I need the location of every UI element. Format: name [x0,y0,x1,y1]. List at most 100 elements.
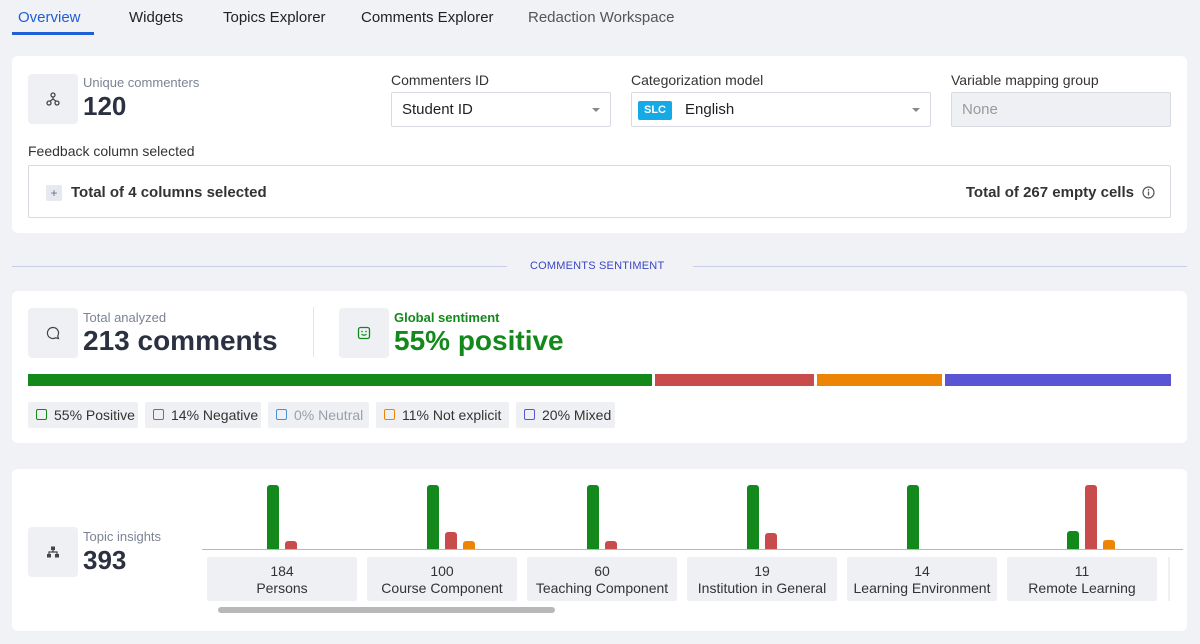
stat-separator [313,307,314,357]
topic-bar-green[interactable] [907,485,919,549]
sentiment-face-icon [524,409,535,420]
expand-plus-icon[interactable]: + [46,185,62,201]
topic-count: 19 [754,563,770,579]
topic-bar-green[interactable] [427,485,439,549]
chevron-down-icon [592,108,600,112]
info-icon[interactable] [1142,186,1155,199]
sentiment-chip[interactable]: 11% Not explicit [376,402,509,428]
topic-chart-baseline [202,549,1183,550]
sentiment-bar-segment[interactable] [655,374,814,386]
topic-bar-red[interactable] [605,541,617,549]
tab-bar: Overview Widgets Topics Explorer Comment… [0,0,1200,38]
tab-comments-explorer[interactable]: Comments Explorer [361,9,494,26]
total-analyzed-value: 213 comments [83,325,278,356]
topic-count: 184 [270,563,294,579]
tab-overview[interactable]: Overview [18,9,81,26]
commenters-id-label: Commenters ID [391,72,490,88]
slc-badge: SLC [638,101,672,120]
topic-label-card[interactable]: 100 Course Component [367,557,517,601]
hierarchy-icon [47,546,59,558]
divider-line-left [12,266,507,267]
sentiment-card: Total analyzed 213 comments Global senti… [12,291,1187,443]
divider-line-right [693,266,1187,267]
columns-selected-text: Total of 4 columns selected [71,184,267,201]
sentiment-face-icon [276,409,287,420]
topic-insights-card: Topic insights 393 184 Persons 100 Course C… [12,469,1187,631]
total-analyzed-label: Total analyzed [83,310,167,325]
topic-label-card[interactable]: 184 Persons [207,557,357,601]
next-topic-peek [1168,557,1170,601]
categorization-model-label: Categorization model [631,72,764,88]
topic-bar-red[interactable] [1085,485,1097,549]
speech-bubble-icon [46,326,60,340]
sentiment-face-icon [384,409,395,420]
topic-bar-red[interactable] [765,533,777,549]
topic-count: 14 [914,563,930,579]
topic-bar-green[interactable] [747,485,759,549]
topic-name: Institution in General [697,580,827,596]
commenters-icon-box [28,74,78,124]
sentiment-chip-label: 20% Mixed [542,407,612,423]
global-sentiment-icon-box [339,308,389,358]
sentiment-chip-label: 11% Not explicit [402,407,502,423]
comments-icon-box [28,308,78,358]
categorization-model-value: English [685,101,735,118]
variable-mapping-select[interactable]: None [951,92,1171,127]
config-card: Unique commenters 120 Commenters ID Stud… [12,56,1187,233]
comments-sentiment-heading: COMMENTS SENTIMENT [530,260,665,272]
unique-commenters-label: Unique commenters [83,75,200,90]
variable-mapping-label: Variable mapping group [951,72,1099,88]
feedback-columns-box[interactable]: + Total of 4 columns selected Total of 2… [28,165,1171,218]
topic-bar-orange[interactable] [1103,540,1115,549]
sentiment-chip-label: 0% Neutral [294,407,364,423]
sentiment-chip[interactable]: 14% Negative [145,402,261,428]
sentiment-chip-label: 14% Negative [171,407,259,423]
global-sentiment-value: 55% positive [394,325,564,356]
sentiment-chip[interactable]: 0% Neutral [268,402,369,428]
topic-name: Teaching Component [535,580,669,596]
topic-bar-red[interactable] [285,541,297,549]
global-sentiment-label: Global sentiment [394,310,500,325]
topic-bar-green[interactable] [587,485,599,549]
topic-label-card[interactable]: 19 Institution in General [687,557,837,601]
topic-bar-red[interactable] [445,532,457,549]
empty-cells-text: Total of 267 empty cells [965,184,1134,201]
topic-name: Remote Learning [1028,580,1136,596]
chevron-down-icon [912,108,920,112]
smiley-icon [357,326,371,340]
commenters-id-value: Student ID [402,101,473,118]
topic-label-card[interactable]: 14 Learning Environment [847,557,997,601]
topic-count: 60 [594,563,610,579]
topic-insights-value: 393 [83,545,127,575]
commenters-id-select[interactable]: Student ID [391,92,611,127]
topic-label-card[interactable]: 11 Remote Learning [1007,557,1157,601]
horizontal-scrollbar[interactable] [218,607,555,613]
topic-bar-green[interactable] [267,485,279,549]
tab-widgets[interactable]: Widgets [129,9,184,26]
topic-label-card[interactable]: 60 Teaching Component [527,557,677,601]
topic-name: Learning Environment [853,580,991,596]
topic-bar-green[interactable] [1067,531,1079,549]
sentiment-bar-segment[interactable] [945,374,1171,386]
sentiment-bar-segment[interactable] [817,374,942,386]
sentiment-face-icon [153,409,164,420]
topic-insights-label: Topic insights [83,529,162,544]
sentiment-bar-segment[interactable] [28,374,652,386]
categorization-model-select[interactable]: SLC English [631,92,931,127]
people-network-icon [46,92,60,106]
sentiment-face-icon [36,409,47,420]
feedback-column-label: Feedback column selected [28,143,195,159]
topic-count: 100 [430,563,454,579]
sentiment-chip[interactable]: 20% Mixed [516,402,615,428]
topic-name: Persons [256,580,308,596]
topic-name: Course Component [381,580,503,596]
variable-mapping-placeholder: None [962,101,998,118]
active-tab-indicator [12,32,94,35]
topic-count: 11 [1074,563,1090,579]
topic-icon-box [28,527,78,577]
topic-bar-orange[interactable] [463,541,475,549]
sentiment-chip-label: 55% Positive [54,407,135,423]
sentiment-chip[interactable]: 55% Positive [28,402,138,428]
tab-redaction-workspace[interactable]: Redaction Workspace [528,9,675,26]
tab-topics-explorer[interactable]: Topics Explorer [223,9,326,26]
